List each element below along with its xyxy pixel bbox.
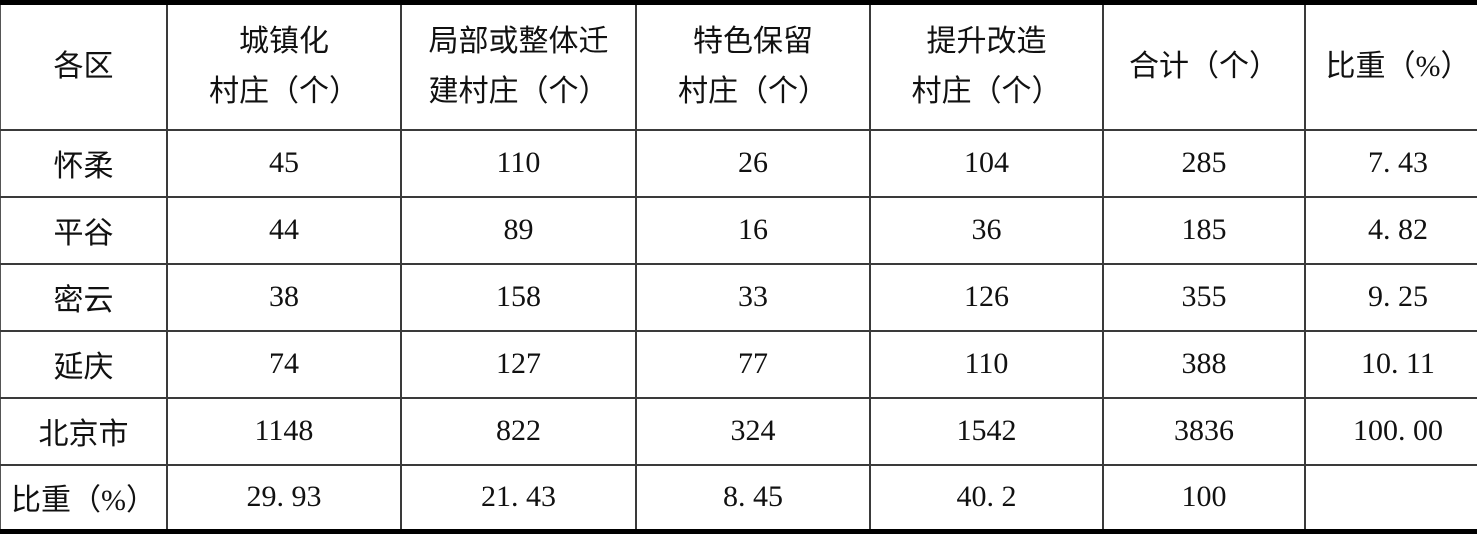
cell-urbanized: 74 [166, 329, 402, 399]
column-header-relocated: 局部或整体迁 建村庄（个） [400, 0, 637, 131]
cell-total: 100 [1102, 463, 1306, 534]
table-row: 北京市 1148 822 324 1542 3836 100. 00 [0, 396, 1477, 466]
row-label: 密云 [0, 262, 168, 332]
cell-characteristic: 8. 45 [635, 463, 871, 534]
cell-relocated: 21. 43 [400, 463, 637, 534]
cell-characteristic: 16 [635, 195, 871, 265]
table-row: 平谷 44 89 16 36 185 4. 82 [0, 195, 1477, 265]
cell-relocated: 158 [400, 262, 637, 332]
cell-urbanized: 38 [166, 262, 402, 332]
row-label: 北京市 [0, 396, 168, 466]
cell-upgraded: 126 [869, 262, 1104, 332]
cell-total: 285 [1102, 128, 1306, 198]
row-label: 延庆 [0, 329, 168, 399]
table-header: 各区 城镇化 村庄（个） 局部或整体迁 建村庄（个） 特色保留 村庄（个） 提升改造 村庄（个）… [0, 0, 1477, 131]
cell-proportion: 4. 82 [1304, 195, 1477, 265]
cell-characteristic: 77 [635, 329, 871, 399]
header-label-line: 合计（个） [1129, 49, 1279, 83]
cell-relocated: 822 [400, 396, 637, 466]
column-header-urbanized: 城镇化村庄（个） [166, 0, 402, 131]
cell-proportion: 7. 43 [1304, 128, 1477, 198]
column-header-district: 各区 [0, 0, 168, 131]
cell-urbanized: 29. 93 [166, 463, 402, 534]
cell-total: 3836 [1102, 396, 1306, 466]
cell-total: 185 [1102, 195, 1306, 265]
header-label-line: 局部或整体迁 [428, 24, 609, 58]
cell-relocated: 110 [400, 128, 637, 198]
cell-upgraded: 1542 [869, 396, 1104, 466]
cell-total: 355 [1102, 262, 1306, 332]
column-header-proportion: 比重（%） [1304, 0, 1477, 131]
cell-upgraded: 40. 2 [869, 463, 1104, 534]
row-label: 平谷 [0, 195, 168, 265]
header-label-line: 建村庄（个） [428, 74, 609, 108]
cell-relocated: 89 [400, 195, 637, 265]
table-row: 密云 38 158 33 126 355 9. 25 [0, 262, 1477, 332]
cell-urbanized: 45 [166, 128, 402, 198]
header-label-line: 村庄（个） [209, 74, 359, 108]
header-label-line: 比重（%） [1325, 49, 1471, 83]
header-label-line: 城镇化 [239, 24, 329, 58]
cell-characteristic: 33 [635, 262, 871, 332]
cell-upgraded: 110 [869, 329, 1104, 399]
cell-urbanized: 1148 [166, 396, 402, 466]
header-label-line: 提升改造 [926, 24, 1047, 58]
cell-upgraded: 36 [869, 195, 1104, 265]
column-header-upgraded: 提升改造村庄（个） [869, 0, 1104, 131]
cell-proportion: 10. 11 [1304, 329, 1477, 399]
header-label-line: 村庄（个） [678, 74, 828, 108]
header-label-line: 各区 [53, 49, 114, 83]
cell-total: 388 [1102, 329, 1306, 399]
cell-characteristic: 26 [635, 128, 871, 198]
cell-upgraded: 104 [869, 128, 1104, 198]
cell-characteristic: 324 [635, 396, 871, 466]
column-header-total: 合计（个） [1102, 0, 1306, 131]
table-row: 延庆 74 127 77 110 388 10. 11 [0, 329, 1477, 399]
column-header-characteristic: 特色保留村庄（个） [635, 0, 871, 131]
cell-proportion: 9. 25 [1304, 262, 1477, 332]
cell-relocated: 127 [400, 329, 637, 399]
row-label: 怀柔 [0, 128, 168, 198]
row-label: 比重（%） [0, 463, 168, 534]
table-body: 怀柔 45 110 26 104 285 7. 43 平谷 44 89 16 36 185 4. 82 密云… [0, 128, 1477, 534]
header-label-line: 特色保留 [693, 24, 813, 58]
table-row: 怀柔 45 110 26 104 285 7. 43 [0, 128, 1477, 198]
header-label-line: 村庄（个） [911, 74, 1062, 108]
table-row: 比重（%） 29. 93 21. 43 8. 45 40. 2 100 [0, 463, 1477, 534]
cell-urbanized: 44 [166, 195, 402, 265]
header-row: 各区 城镇化 村庄（个） 局部或整体迁 建村庄（个） 特色保留 村庄（个） 提升改造 村庄（个）… [0, 0, 1477, 131]
cell-proportion [1304, 463, 1477, 534]
cell-proportion: 100. 00 [1304, 396, 1477, 466]
